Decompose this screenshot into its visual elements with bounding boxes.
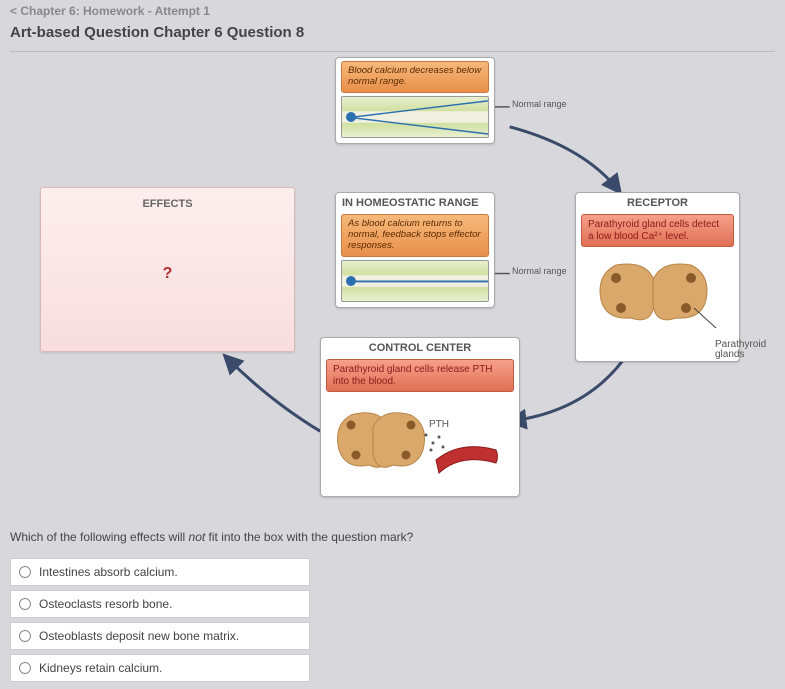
radio-icon[interactable]: [19, 598, 31, 610]
homeostatic-text: As blood calcium returns to normal, feed…: [341, 214, 489, 257]
feedback-diagram: Blood calcium decreases below normal ran…: [10, 51, 775, 516]
answer-label: Intestines absorb calcium.: [39, 565, 178, 579]
svg-text:PTH: PTH: [429, 419, 449, 430]
answer-option[interactable]: Osteoclasts resorb bone.: [10, 590, 310, 618]
receptor-title: RECEPTOR: [576, 193, 739, 211]
stimulus-chart: [341, 96, 489, 138]
effects-title: EFFECTS: [41, 188, 294, 210]
answer-label: Kidneys retain calcium.: [39, 661, 162, 675]
receptor-text: Parathyroid gland cells detect a low blo…: [581, 214, 734, 247]
effects-placeholder: ?: [41, 265, 294, 283]
question-text: Which of the following effects will not …: [0, 516, 785, 554]
answer-option[interactable]: Osteoblasts deposit new bone matrix.: [10, 622, 310, 650]
homeostatic-title: IN HOMEOSTATIC RANGE: [336, 193, 494, 211]
receptor-panel: RECEPTOR Parathyroid gland cells detect …: [575, 192, 740, 362]
page-title: Art-based Question Chapter 6 Question 8: [0, 20, 785, 51]
pth-release-icon: PTH: [321, 395, 511, 490]
parathyroid-gland-icon: [576, 250, 731, 340]
control-title: CONTROL CENTER: [321, 338, 519, 356]
radio-icon[interactable]: [19, 630, 31, 642]
answer-label: Osteoblasts deposit new bone matrix.: [39, 629, 239, 643]
control-center-panel: CONTROL CENTER Parathyroid gland cells r…: [320, 337, 520, 497]
effects-panel: EFFECTS ?: [40, 187, 295, 352]
answer-label: Osteoclasts resorb bone.: [39, 597, 172, 611]
stimulus-panel: Blood calcium decreases below normal ran…: [335, 57, 495, 144]
breadcrumb[interactable]: < Chapter 6: Homework - Attempt 1: [0, 0, 785, 20]
stimulus-normal-label: Normal range: [512, 100, 567, 109]
homeostatic-chart: [341, 260, 489, 302]
control-text: Parathyroid gland cells release PTH into…: [326, 359, 514, 392]
radio-icon[interactable]: [19, 566, 31, 578]
emphasis-not: not: [189, 530, 206, 544]
answer-option[interactable]: Kidneys retain calcium.: [10, 654, 310, 682]
stimulus-text: Blood calcium decreases below normal ran…: [341, 61, 489, 93]
answer-option[interactable]: Intestines absorb calcium.: [10, 558, 310, 586]
receptor-gland-label: Parathyroid glands: [715, 340, 775, 360]
homeostatic-panel: IN HOMEOSTATIC RANGE As blood calcium re…: [335, 192, 495, 308]
homeostatic-normal-label: Normal range: [512, 267, 567, 276]
radio-icon[interactable]: [19, 662, 31, 674]
